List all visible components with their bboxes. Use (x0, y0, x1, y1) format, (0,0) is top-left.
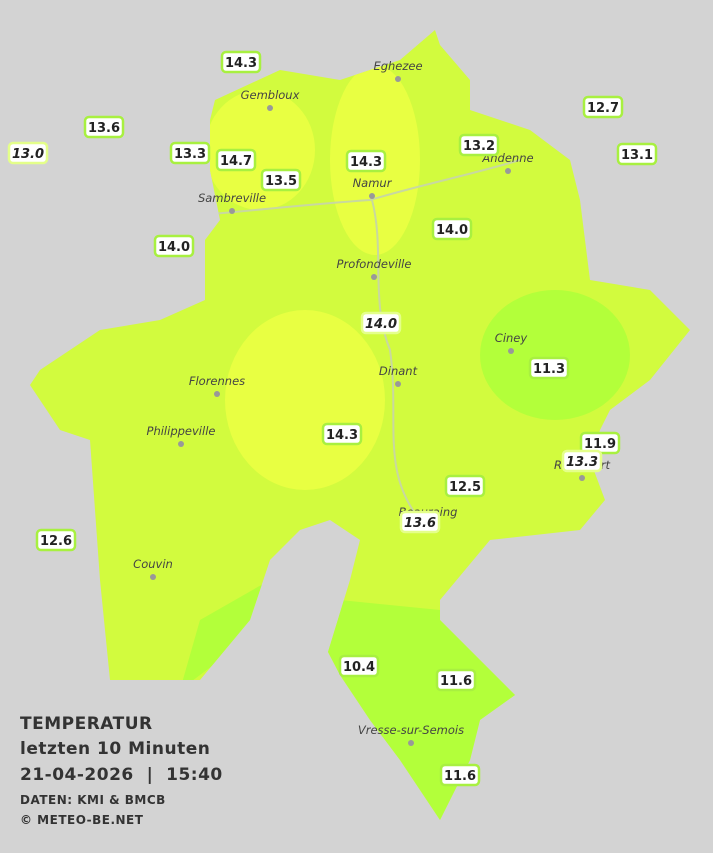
station-value: 13.0 (12, 147, 44, 162)
station-box (399, 510, 441, 534)
city-dot (369, 193, 375, 199)
city-dot (214, 391, 220, 397)
station-value: 10.4 (343, 660, 375, 675)
station-value: 13.2 (463, 139, 495, 154)
station-value: 13.6 (88, 121, 120, 136)
station-value: 13.3 (566, 455, 598, 470)
station-value: 12.7 (587, 101, 619, 116)
credit: DATEN: KMI & BMCB (20, 793, 166, 807)
station-box (616, 142, 658, 166)
station-box (215, 148, 257, 172)
city-label: Ciney (495, 331, 528, 345)
station-box (338, 654, 380, 678)
station-value: 14.3 (350, 155, 382, 170)
city-dot (150, 574, 156, 580)
city-dot (229, 208, 235, 214)
station-value: 11.6 (440, 674, 472, 689)
city-dot (505, 168, 511, 174)
credit: © METEO-BE.NET (20, 813, 144, 827)
city-dot (579, 475, 585, 481)
city-dot (371, 274, 377, 280)
city-label: Florennes (189, 374, 245, 388)
station-value: 14.0 (365, 317, 397, 332)
city-label: Dinant (379, 364, 418, 378)
station-value: 12.6 (40, 534, 72, 549)
title: TEMPERATUR (20, 714, 153, 734)
station-box (582, 95, 624, 119)
station-value: 11.6 (444, 769, 476, 784)
station-box (169, 141, 211, 165)
station-box (220, 50, 262, 74)
station-value: 14.0 (436, 223, 468, 238)
station-box (321, 422, 363, 446)
city-label: Namur (353, 176, 393, 190)
subtitle: letzten 10 Minuten (20, 739, 210, 759)
station-box (35, 528, 77, 552)
station-box (83, 115, 125, 139)
city-label: Gembloux (241, 88, 300, 102)
city-dot (395, 76, 401, 82)
station-value: 12.5 (449, 480, 481, 495)
station-box (561, 449, 603, 473)
station-box (345, 149, 387, 173)
city-dot (178, 441, 184, 447)
station-box (458, 133, 500, 157)
station-value: 14.0 (158, 240, 190, 255)
city-label: Sambreville (198, 191, 266, 205)
station-value: 14.3 (326, 428, 358, 443)
station-box (431, 217, 473, 241)
city-dot (267, 105, 273, 111)
station-value: 13.3 (174, 147, 206, 162)
city-label: Profondeville (337, 257, 412, 271)
station-box (7, 141, 49, 165)
station-box (435, 668, 477, 692)
station-value: 13.1 (621, 148, 653, 163)
station-box (444, 474, 486, 498)
city-dot (508, 348, 514, 354)
station-value: 13.5 (265, 174, 297, 189)
datetime: 21-04-2026 | 15:40 (20, 765, 223, 785)
city-dot (408, 740, 414, 746)
city-label: Eghezee (373, 59, 422, 73)
station-box (260, 168, 302, 192)
station-box (439, 763, 481, 787)
station-value: 11.3 (533, 362, 565, 377)
station-value: 13.6 (404, 516, 436, 531)
station-box (528, 356, 570, 380)
city-dot (395, 381, 401, 387)
station-box (360, 311, 402, 335)
station-value: 11.9 (584, 437, 616, 452)
city-label: Couvin (133, 557, 173, 571)
city-label: Vresse-sur-Semois (358, 723, 464, 737)
station-value: 14.7 (220, 154, 252, 169)
station-value: 14.3 (225, 56, 257, 71)
city-label: Philippeville (147, 424, 216, 438)
station-box (153, 234, 195, 258)
